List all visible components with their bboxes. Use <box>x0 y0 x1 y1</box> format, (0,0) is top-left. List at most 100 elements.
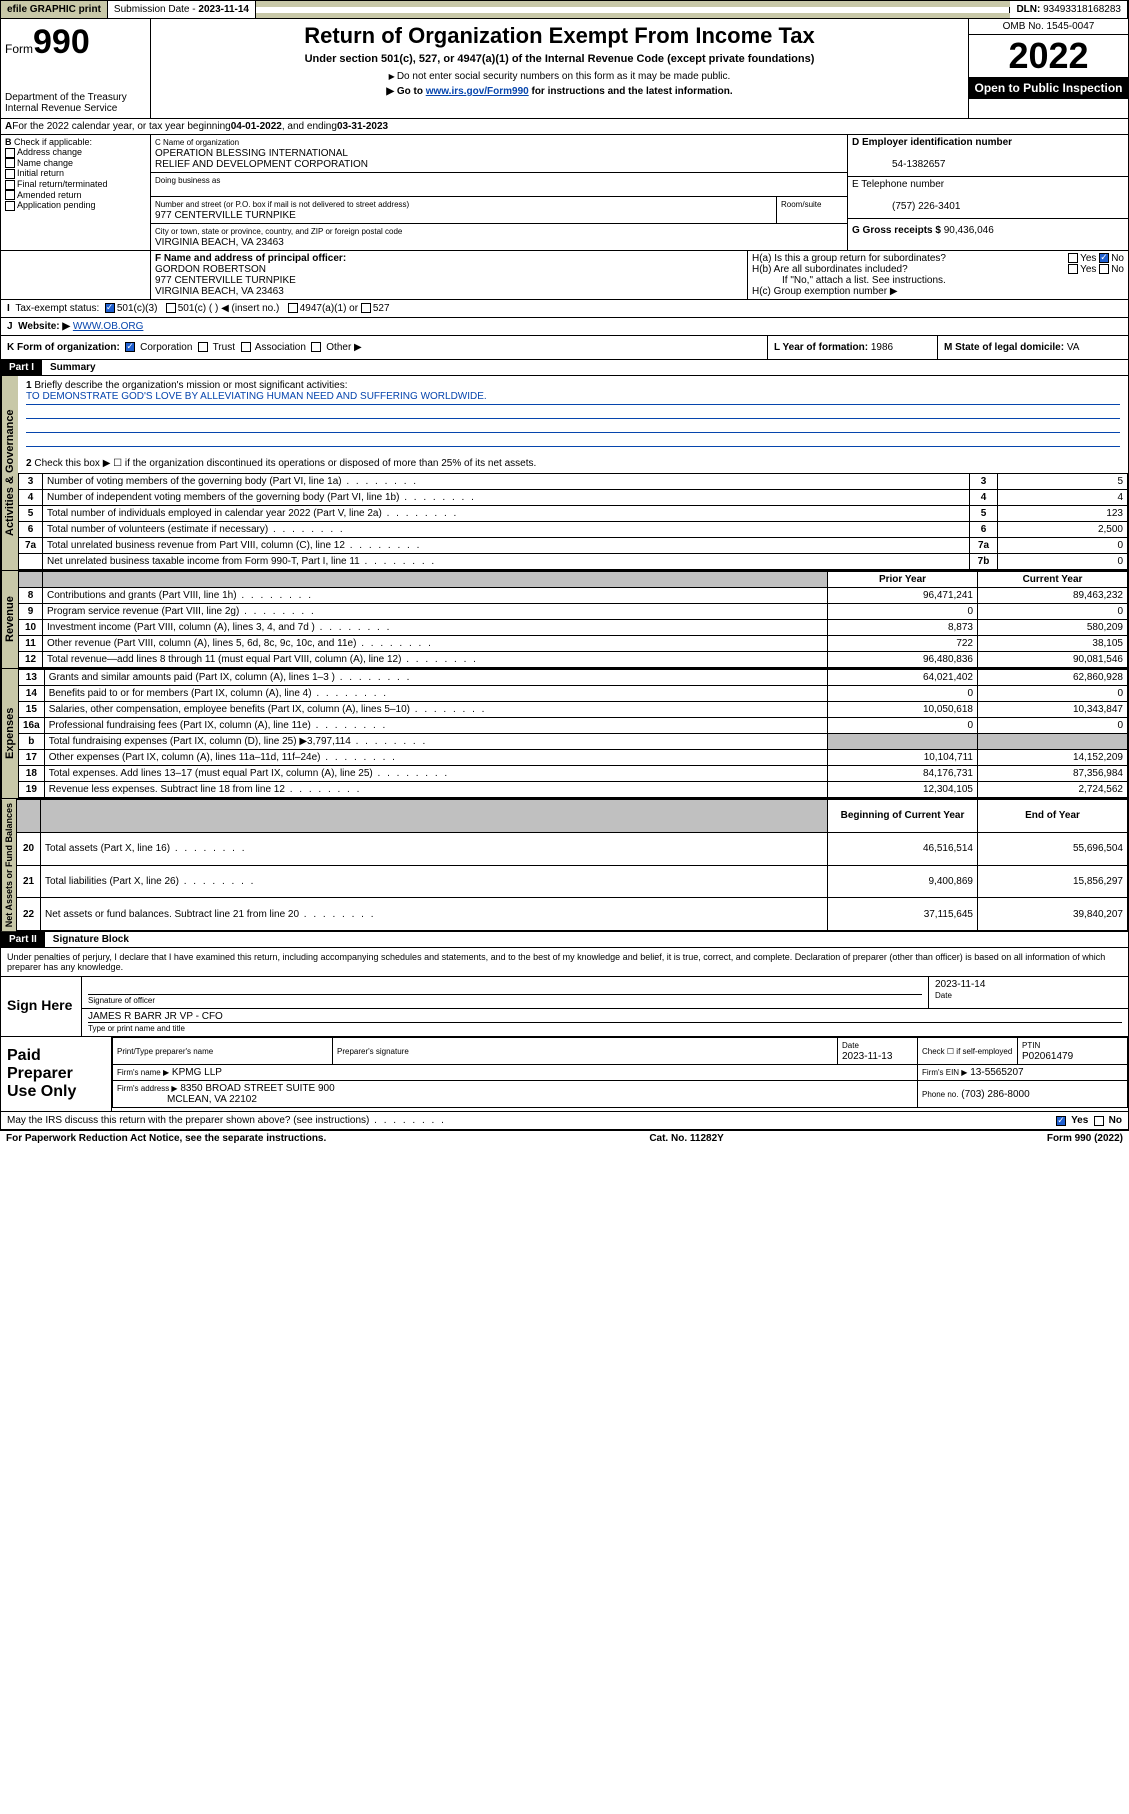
part1-rev: Revenue Prior YearCurrent Year8Contribut… <box>0 571 1129 669</box>
part1-exp: Expenses 13Grants and similar amounts pa… <box>0 669 1129 799</box>
may-discuss: May the IRS discuss this return with the… <box>7 1115 446 1126</box>
paid-preparer-label: Paid Preparer Use Only <box>1 1037 111 1111</box>
b-item-3: Final return/terminated <box>17 179 108 189</box>
hb-text: H(b) Are all subordinates included? <box>752 264 908 275</box>
cb-discuss-yes[interactable] <box>1056 1116 1066 1126</box>
sig-date: 2023-11-14 <box>935 979 1122 990</box>
part1-net: Net Assets or Fund Balances Beginning of… <box>0 799 1129 932</box>
cb-527[interactable] <box>361 303 371 313</box>
ha-no: No <box>1111 253 1124 264</box>
tax-year: 2022 <box>969 35 1128 77</box>
cb-corp[interactable] <box>125 342 135 352</box>
cb-name-change[interactable] <box>5 158 15 168</box>
cb-final-return[interactable] <box>5 180 15 190</box>
part2-label: Part II <box>1 932 45 947</box>
i-o3: 4947(a)(1) or <box>300 303 358 314</box>
ein-lbl: D Employer identification number <box>852 137 1012 148</box>
b-item-5: Application pending <box>17 200 96 210</box>
irs-link[interactable]: www.irs.gov/Form990 <box>426 86 529 97</box>
f-lbl: F Name and address of principal officer: <box>155 253 346 264</box>
period-mid: , and ending <box>282 121 337 132</box>
mission-blank-1 <box>26 405 1120 419</box>
firm-ein: 13-5565207 <box>970 1067 1023 1078</box>
tab-netassets: Net Assets or Fund Balances <box>1 799 16 931</box>
b-item-2: Initial return <box>17 168 64 178</box>
header-right: OMB No. 1545-0047 2022 Open to Public In… <box>968 19 1128 118</box>
omb-number: OMB No. 1545-0047 <box>969 19 1128 35</box>
preparer-table: Print/Type preparer's name Preparer's si… <box>112 1037 1128 1108</box>
i-o1: 501(c)(3) <box>117 303 158 314</box>
room-lbl: Room/suite <box>781 200 821 209</box>
officer-printed-name: JAMES R BARR JR VP - CFO <box>88 1011 1122 1023</box>
addr-lbl: Number and street (or P.O. box if mail i… <box>155 200 409 209</box>
firm-addr2: MCLEAN, VA 22102 <box>167 1094 257 1105</box>
org-name-1: OPERATION BLESSING INTERNATIONAL <box>155 148 348 159</box>
cb-501c3[interactable] <box>105 303 115 313</box>
i-lbl: Tax-exempt status: <box>15 303 99 314</box>
firm-phone-lbl: Phone no. <box>922 1090 958 1099</box>
cb-app-pending[interactable] <box>5 201 15 211</box>
footer-right: Form 990 (2022) <box>1047 1133 1123 1144</box>
l-lbl: L Year of formation: <box>774 342 871 353</box>
footer-left: For Paperwork Reduction Act Notice, see … <box>6 1133 326 1144</box>
pt-name-lbl: Print/Type preparer's name <box>117 1047 213 1056</box>
form-title: Return of Organization Exempt From Incom… <box>155 23 964 49</box>
cb-address-change[interactable] <box>5 148 15 158</box>
hb-yes: Yes <box>1080 264 1096 275</box>
k-o4: Other ▶ <box>326 342 361 353</box>
sign-here-label: Sign Here <box>1 977 81 1036</box>
cb-other[interactable] <box>311 342 321 352</box>
topbar-spacer <box>256 7 1010 13</box>
section-f: F Name and address of principal officer:… <box>151 251 748 299</box>
phone-value: (757) 226-3401 <box>892 201 960 212</box>
c-lbl: C Name of organization <box>155 138 239 147</box>
form-header: Form990 Department of the Treasury Inter… <box>0 19 1129 119</box>
cb-discuss-no[interactable] <box>1094 1116 1104 1126</box>
ein-value: 54-1382657 <box>892 159 945 170</box>
period-end: 03-31-2023 <box>337 121 388 132</box>
j-lbl: Website: ▶ <box>18 321 70 332</box>
firm-phone: (703) 286-8000 <box>961 1089 1029 1100</box>
m-lbl: M State of legal domicile: <box>944 342 1067 353</box>
cb-amended[interactable] <box>5 190 15 200</box>
irs-label: Internal Revenue Service <box>5 103 146 114</box>
gross-lbl: G Gross receipts $ <box>852 225 944 236</box>
entity-block: B Check if applicable: Address change Na… <box>0 135 1129 251</box>
pt-check: Check ☐ if self-employed <box>918 1038 1018 1065</box>
form-number: Form990 <box>5 23 146 62</box>
section-klm: K Form of organization: Corporation Trus… <box>0 336 1129 360</box>
i-o2: 501(c) ( ) ◀ (insert no.) <box>178 303 280 314</box>
website-link[interactable]: WWW.OB.ORG <box>73 321 144 332</box>
cb-501c[interactable] <box>166 303 176 313</box>
cb-ha-no[interactable] <box>1099 253 1109 263</box>
top-bar: efile GRAPHIC print Submission Date - 20… <box>0 0 1129 19</box>
ha-text: H(a) Is this a group return for subordin… <box>752 253 946 264</box>
cb-trust[interactable] <box>198 342 208 352</box>
cb-ha-yes[interactable] <box>1068 253 1078 263</box>
b-item-4: Amended return <box>17 190 82 200</box>
date-lbl: Date <box>935 991 952 1000</box>
cb-hb-no[interactable] <box>1099 264 1109 274</box>
period-pre: For the 2022 calendar year, or tax year … <box>12 121 230 132</box>
cb-initial-return[interactable] <box>5 169 15 179</box>
k-o2: Trust <box>213 342 235 353</box>
officer-block: F Name and address of principal officer:… <box>0 251 1129 300</box>
mission-text: TO DEMONSTRATE GOD'S LOVE BY ALLEVIATING… <box>26 391 1120 405</box>
header-middle: Return of Organization Exempt From Incom… <box>151 19 968 118</box>
officer-addr1: 977 CENTERVILLE TURNPIKE <box>155 275 296 286</box>
org-name-2: RELIEF AND DEVELOPMENT CORPORATION <box>155 159 368 170</box>
cb-assoc[interactable] <box>241 342 251 352</box>
dept-label: Department of the Treasury <box>5 92 146 103</box>
l-val: 1986 <box>871 342 893 353</box>
hb-note: If "No," attach a list. See instructions… <box>782 275 1124 286</box>
b-item-0: Address change <box>17 147 82 157</box>
cb-4947[interactable] <box>288 303 298 313</box>
firm-name: KPMG LLP <box>172 1067 222 1078</box>
ha-yes: Yes <box>1080 253 1096 264</box>
city-lbl: City or town, state or province, country… <box>155 227 402 236</box>
exp-table: 13Grants and similar amounts paid (Part … <box>18 669 1128 798</box>
period-row: A For the 2022 calendar year, or tax yea… <box>0 119 1129 135</box>
part1-body: Activities & Governance 1 Briefly descri… <box>0 376 1129 571</box>
footer-mid: Cat. No. 11282Y <box>649 1133 723 1144</box>
cb-hb-yes[interactable] <box>1068 264 1078 274</box>
